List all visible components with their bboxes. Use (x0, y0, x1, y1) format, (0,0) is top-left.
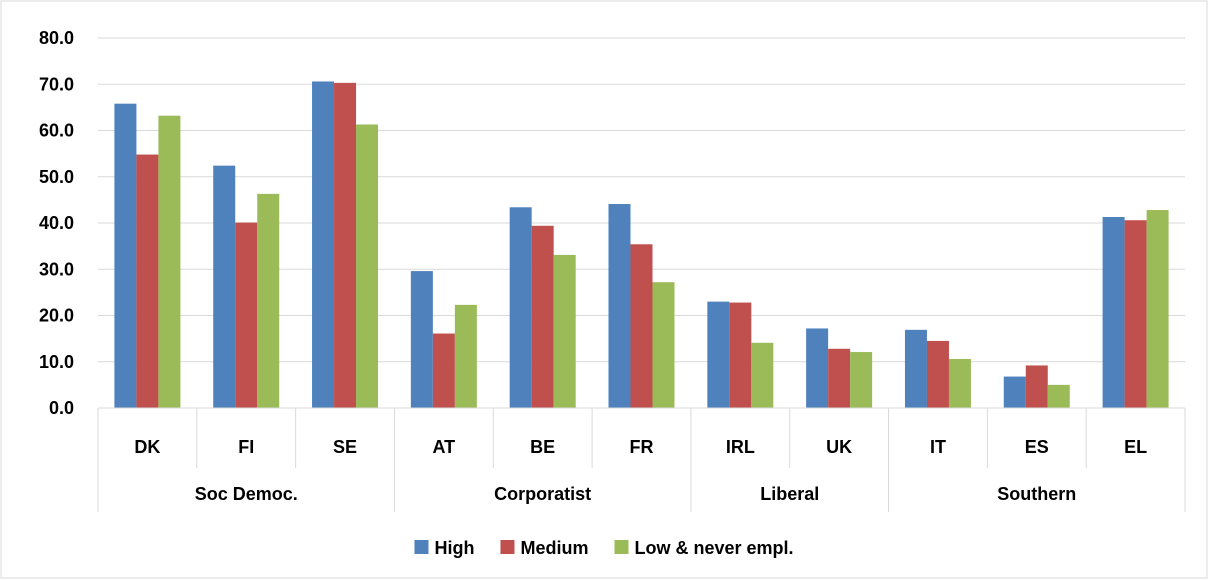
bar-ES-1 (1025, 365, 1048, 408)
bar-DK-1 (136, 154, 159, 408)
category-label: ES (1025, 437, 1049, 457)
y-tick-label: 40.0 (39, 213, 74, 233)
bar-AT-0 (410, 271, 433, 408)
legend-label: Medium (520, 538, 588, 558)
category-label: IRL (726, 437, 755, 457)
bar-AT-1 (432, 333, 455, 408)
group-label: Southern (997, 484, 1076, 504)
group-label: Corporatist (494, 484, 591, 504)
category-label: EL (1124, 437, 1147, 457)
bar-IRL-1 (729, 302, 752, 408)
legend-swatch (500, 540, 515, 554)
bar-DK-0 (114, 103, 137, 409)
legend-swatch (614, 540, 629, 554)
bar-SE-1 (334, 82, 357, 409)
bar-UK-1 (828, 348, 851, 408)
group-label: Soc Democ. (195, 484, 298, 504)
y-tick-label: 80.0 (39, 28, 74, 48)
bar-UK-2 (850, 352, 873, 408)
category-axis: DK FI SE AT BE FR IRL UK IT ES EL Soc Democ. Corpora… (97, 407, 1186, 512)
bar-EL-2 (1146, 210, 1169, 408)
bar-FR-2 (652, 282, 675, 408)
bars (114, 81, 1169, 409)
bar-UK-0 (806, 328, 829, 408)
bar-SE-2 (356, 124, 379, 409)
bar-BE-2 (553, 254, 576, 408)
y-tick-label: 10.0 (39, 352, 74, 372)
bar-IT-2 (948, 358, 971, 408)
legend-label: Low & never empl. (634, 538, 793, 558)
bar-IRL-2 (751, 342, 774, 408)
y-tick-label: 30.0 (39, 259, 74, 279)
bar-IRL-0 (707, 301, 730, 408)
y-tick-label: 60.0 (39, 121, 74, 141)
category-label: IT (930, 437, 946, 457)
bar-EL-0 (1102, 216, 1125, 408)
bar-FR-0 (608, 204, 631, 408)
bar-SE-0 (312, 81, 335, 408)
y-tick-label: 70.0 (39, 74, 74, 94)
legend-swatch (414, 540, 429, 554)
category-label: UK (826, 437, 852, 457)
bar-BE-0 (509, 207, 532, 408)
legend: High Medium Low & never empl. (414, 538, 794, 558)
bar-IT-0 (904, 329, 927, 408)
legend-label: High (434, 538, 474, 558)
bar-FR-1 (630, 244, 653, 408)
bar-FI-2 (257, 193, 280, 408)
bar-AT-2 (454, 304, 477, 408)
bar-FI-1 (235, 222, 258, 408)
category-label: AT (433, 437, 456, 457)
bar-IT-1 (926, 340, 949, 408)
bar-ES-0 (1003, 376, 1026, 408)
category-label: DK (134, 437, 160, 457)
bar-FI-0 (213, 165, 236, 408)
y-tick-label: 50.0 (39, 167, 74, 187)
y-axis-tick-labels: 0.0 10.0 20.0 30.0 40.0 50.0 60.0 70.0 80.0 (39, 28, 74, 418)
bar-EL-1 (1124, 220, 1147, 408)
bar-BE-1 (531, 225, 554, 408)
bar-ES-2 (1047, 384, 1070, 408)
category-label: FI (238, 437, 254, 457)
y-tick-label: 0.0 (49, 398, 74, 418)
group-label: Liberal (760, 484, 819, 504)
category-label: BE (530, 437, 555, 457)
category-label: SE (333, 437, 357, 457)
y-tick-label: 20.0 (39, 306, 74, 326)
bar-DK-2 (158, 115, 181, 408)
category-label: FR (630, 437, 654, 457)
